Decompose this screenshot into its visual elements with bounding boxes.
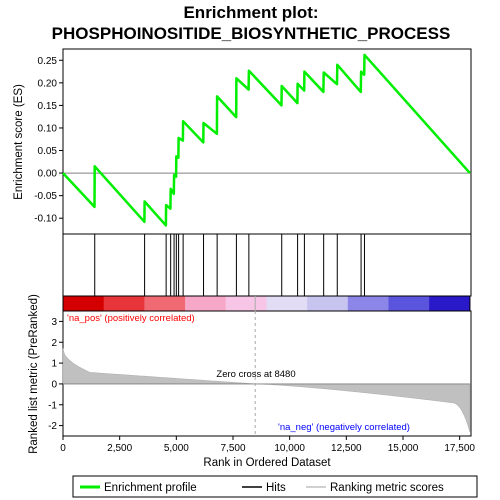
legend-hits-label: Hits <box>266 482 286 494</box>
x-tick-label: 5,000 <box>164 443 189 454</box>
legend: Enrichment profile Hits Ranking metric s… <box>72 475 478 498</box>
rank-y-tick-label: 3 <box>51 317 57 328</box>
rank-metric-curve <box>62 348 471 432</box>
es-y-tick-label: 0.00 <box>38 169 58 180</box>
heatmap-segment <box>429 296 471 311</box>
es-y-tick-label: -0.05 <box>34 191 57 202</box>
x-tick-label: 17,500 <box>444 443 475 454</box>
heatmap-segment <box>103 296 145 311</box>
x-tick-label: 7,500 <box>220 443 245 454</box>
rank-y-axis: -2 -1 0 1 2 3 <box>48 317 63 432</box>
x-axis-label: Rank in Ordered Dataset <box>203 457 331 469</box>
pos-correlated-label: 'na_pos' (positively correlated) <box>67 313 195 324</box>
es-y-tick-label: 0.25 <box>38 56 58 67</box>
heatmap-segment <box>388 296 430 311</box>
es-y-tick-label: 0.15 <box>38 101 58 112</box>
legend-box <box>72 475 478 498</box>
es-y-axis-label: Enrichment score (ES) <box>13 84 25 200</box>
chart-title-line1: Enrichment plot: <box>183 3 318 22</box>
rank-heatmap-bar <box>62 295 471 312</box>
heatmap-segment <box>185 296 227 311</box>
rank-y-tick-label: 2 <box>51 338 57 349</box>
rank-y-tick-label: -2 <box>48 421 57 432</box>
heatmap-segment <box>347 296 389 311</box>
heatmap-segment <box>63 296 105 311</box>
x-axis: 0 2,500 5,000 7,500 10,000 12,500 15,000 17,500 <box>60 436 475 454</box>
es-curve <box>62 53 471 227</box>
es-y-tick-label: 0.20 <box>38 78 58 89</box>
es-y-tick-label: 0.10 <box>38 123 58 134</box>
chart-title-line2: PHOSPHOINOSITIDE_BIOSYNTHETIC_PROCESS <box>52 24 451 43</box>
rank-y-axis-label: Ranked list metric (PreRanked) <box>28 294 40 454</box>
x-tick-label: 15,000 <box>388 443 419 454</box>
rank-metric-panel <box>62 310 472 437</box>
es-curve-group <box>62 53 471 227</box>
rank-y-tick-label: 0 <box>51 379 57 390</box>
heatmap-segment <box>307 296 349 311</box>
es-y-axis: -0.10 -0.05 0.00 0.05 0.10 0.15 0.20 0.25 <box>34 56 63 225</box>
es-y-tick-label: 0.05 <box>38 146 58 157</box>
x-tick-label: 10,000 <box>274 443 305 454</box>
rank-y-tick-label: 1 <box>51 359 57 370</box>
hit-lines-group <box>94 234 365 296</box>
rank-metric-area <box>62 296 471 436</box>
x-tick-label: 12,500 <box>331 443 362 454</box>
legend-metric-label: Ranking metric scores <box>330 482 444 494</box>
heatmap-segment <box>144 296 186 311</box>
x-tick-label: 2,500 <box>107 443 132 454</box>
x-tick-label: 0 <box>60 443 66 454</box>
rank-y-tick-label: -1 <box>48 400 57 411</box>
heatmap-segment <box>266 296 308 311</box>
hits-panel <box>62 233 472 297</box>
heatmap-segment <box>225 296 267 311</box>
legend-enrichment-label: Enrichment profile <box>104 482 197 494</box>
zero-cross-label: Zero cross at 8480 <box>216 369 295 380</box>
es-y-tick-label: -0.10 <box>34 214 57 225</box>
es-panel <box>62 48 472 235</box>
neg-correlated-label: 'na_neg' (negatively correlated) <box>278 422 410 433</box>
